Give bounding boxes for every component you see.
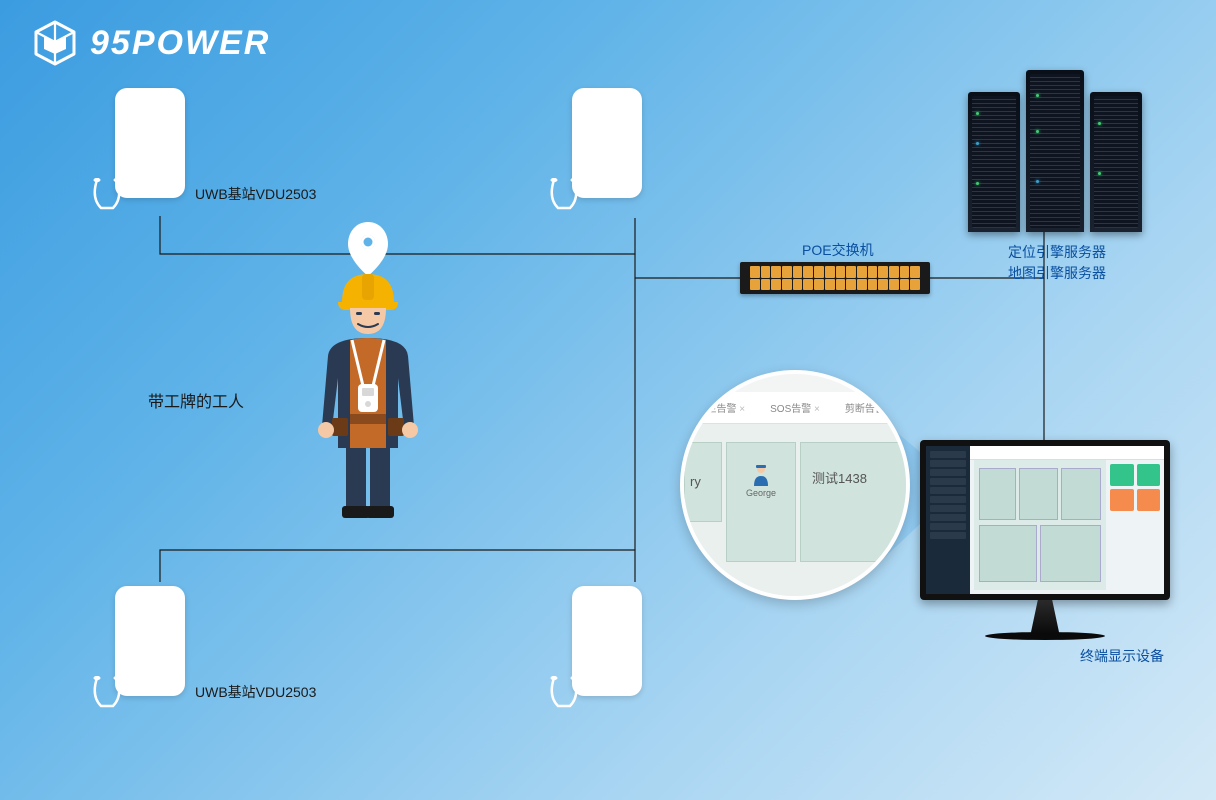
cable-icon xyxy=(548,676,582,716)
uwb-station-bottom-left: UWB基站VDU2503 xyxy=(95,586,185,716)
screen-sidebar xyxy=(926,446,970,594)
worker-figure: 带工牌的工人 xyxy=(258,218,478,543)
server-label: 定位引擎服务器 地图引擎服务器 xyxy=(1008,242,1106,284)
poe-body-icon xyxy=(740,262,930,294)
station-label: UWB基站VDU2503 xyxy=(195,682,316,702)
test-tag-label: 测试1438 xyxy=(812,468,867,487)
person-marker: George xyxy=(746,464,776,498)
brand-logo: 95POWER xyxy=(30,18,270,68)
tab-label: 围栏告警 xyxy=(697,400,746,415)
tab-label: SOS告警 xyxy=(770,400,820,415)
magnified-view: 围栏告警 SOS告警 剪断告警 ry George 测试1438 xyxy=(680,370,910,600)
worker-label: 带工牌的工人 xyxy=(148,388,244,412)
server-label-line2: 地图引擎服务器 xyxy=(1008,265,1106,281)
cable-icon xyxy=(91,676,125,716)
station-body-icon xyxy=(115,586,185,696)
station-body-icon xyxy=(115,88,185,198)
station-body-icon xyxy=(572,88,642,198)
server-rack-icon xyxy=(968,92,1020,232)
server-rack-icon xyxy=(1026,70,1084,232)
screen-main xyxy=(970,446,1164,594)
worker-icon xyxy=(258,218,478,538)
logo-mark-icon xyxy=(30,18,80,68)
cable-icon xyxy=(91,178,125,218)
cable-icon xyxy=(548,178,582,218)
station-body-icon xyxy=(572,586,642,696)
room-label: ry xyxy=(690,474,701,489)
server-rack-icon xyxy=(1090,92,1142,232)
uwb-station-top-left: UWB基站VDU2503 xyxy=(95,88,185,218)
logo-text: 95POWER xyxy=(90,24,270,63)
floor-map: ry George 测试1438 xyxy=(684,424,906,596)
station-label: UWB基站VDU2503 xyxy=(195,184,316,204)
tab-label: 剪断告警 xyxy=(845,400,894,415)
uwb-station-bottom-right xyxy=(552,586,642,716)
poe-switch: POE交换机 xyxy=(740,262,930,294)
uwb-station-top-right xyxy=(552,88,642,218)
person-name: George xyxy=(746,488,776,498)
alert-tabs: 围栏告警 SOS告警 剪断告警 xyxy=(684,392,906,424)
poe-label: POE交换机 xyxy=(802,240,874,260)
server-label-line1: 定位引擎服务器 xyxy=(1008,244,1106,260)
server-cluster: 定位引擎服务器 地图引擎服务器 xyxy=(960,70,1150,240)
monitor-label: 终端显示设备 xyxy=(1080,646,1164,666)
monitor-screen-icon xyxy=(920,440,1170,600)
display-terminal: 终端显示设备 xyxy=(920,440,1170,640)
